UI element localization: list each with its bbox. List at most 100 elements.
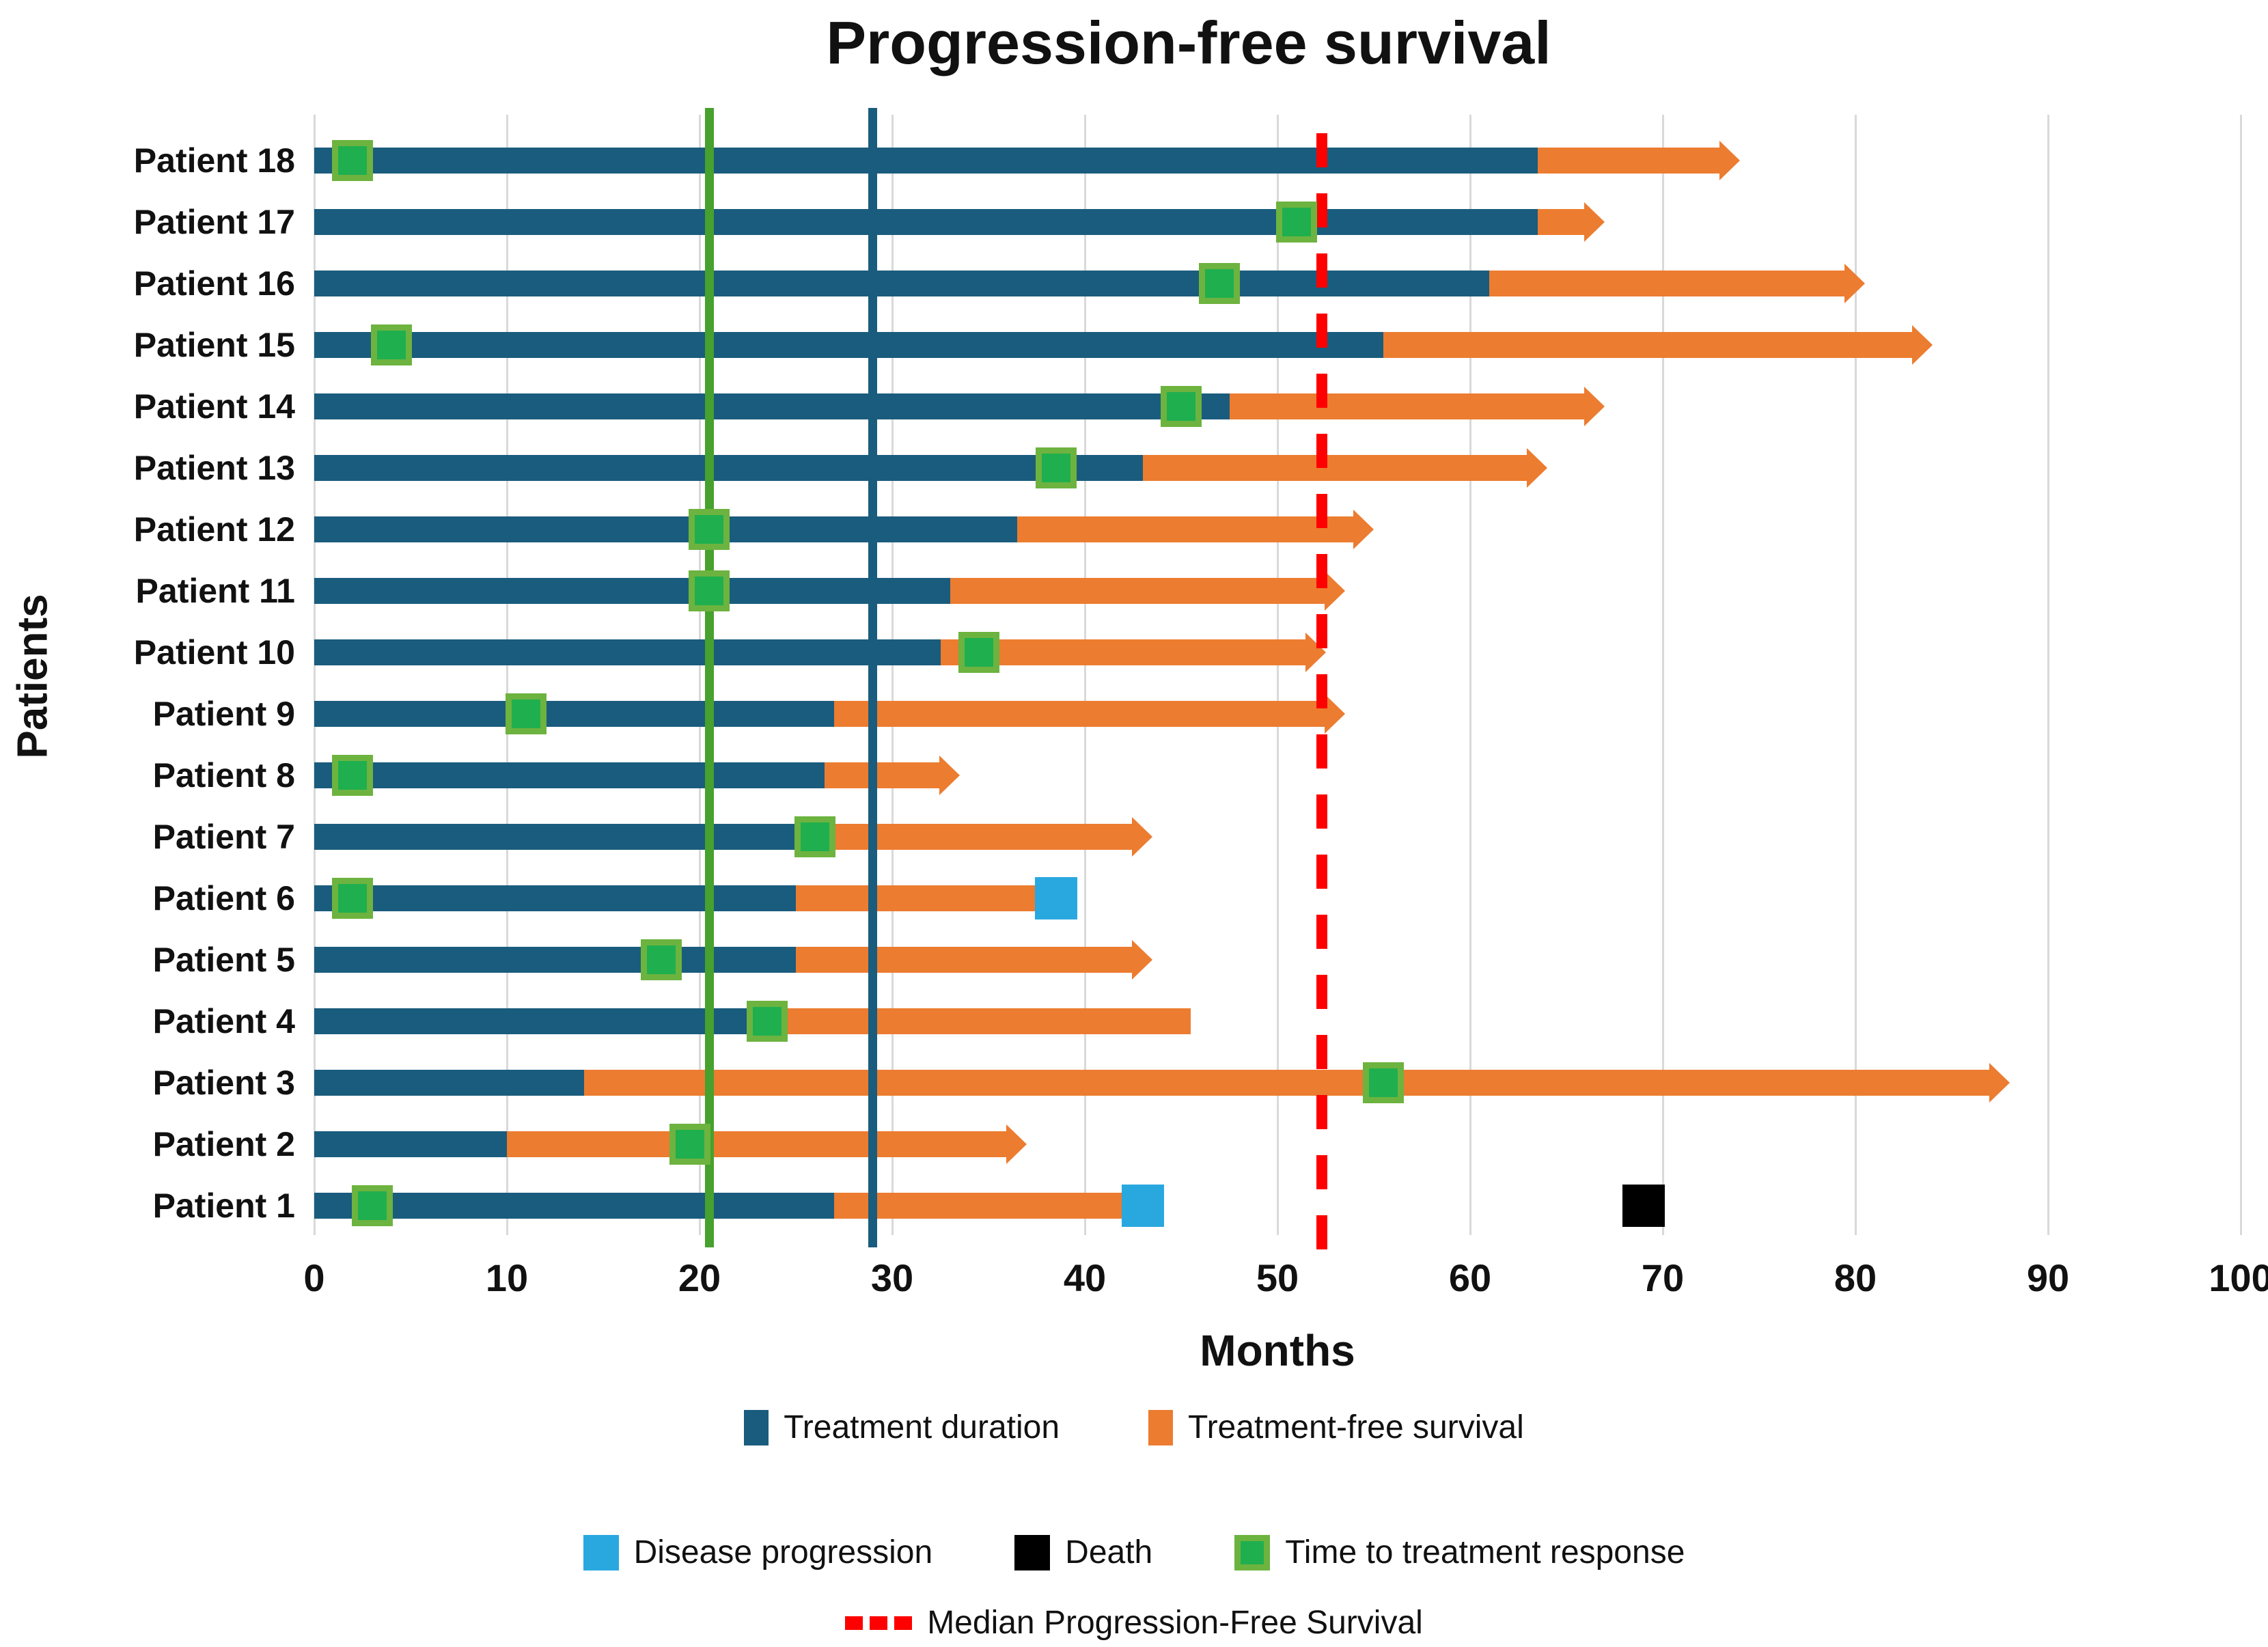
survival-bar [950, 578, 1325, 604]
survival-bar [796, 947, 1132, 973]
ongoing-arrow-icon [1844, 264, 1866, 303]
survival-bar [834, 1193, 1133, 1219]
y-category-label: Patient 12 [133, 510, 295, 549]
y-category-label: Patient 6 [152, 879, 295, 917]
response-marker-icon [351, 1185, 393, 1226]
treatment-bar [314, 578, 950, 604]
x-tick-label: 100 [2209, 1256, 2268, 1299]
gridline [1276, 115, 1279, 1235]
y-axis-title: Patients [9, 594, 57, 759]
gridline [891, 115, 894, 1235]
gridline [2239, 115, 2242, 1235]
survival-bar [825, 762, 939, 788]
ongoing-arrow-icon [1719, 141, 1740, 180]
treatment-bar [314, 885, 796, 911]
response-marker-icon [332, 755, 374, 796]
response-marker-icon [746, 1001, 788, 1042]
survival-bar [766, 1008, 1191, 1034]
treatment-bar [314, 701, 835, 727]
survival-bar [796, 885, 1037, 911]
survival-bar [1537, 209, 1585, 235]
median-pfs-swatch-icon [845, 1616, 913, 1630]
chart-title: Progression-free survival [826, 9, 1551, 77]
x-tick-label: 60 [1448, 1256, 1492, 1299]
ongoing-arrow-icon [1131, 940, 1152, 980]
x-tick-label: 90 [2026, 1256, 2070, 1299]
progression-marker-icon [1034, 877, 1077, 919]
legend-item-treatment-duration: Treatment duration [744, 1409, 1060, 1446]
y-category-label: Patient 4 [152, 1002, 295, 1040]
x-tick-label: 40 [1063, 1256, 1107, 1299]
y-category-label: Patient 2 [152, 1125, 295, 1163]
death-swatch-icon [1014, 1534, 1051, 1570]
treatment-bar [314, 1070, 584, 1096]
legend-item-disease-progression: Disease progression [583, 1534, 933, 1571]
x-tick-label: 10 [485, 1256, 529, 1299]
y-category-label: Patient 11 [135, 572, 295, 610]
legend-item-death: Death [1014, 1534, 1152, 1571]
treatment-bar [314, 332, 1384, 358]
legend-row-bars: Treatment duration Treatment-free surviv… [0, 1409, 2268, 1446]
response-marker-icon [1035, 447, 1077, 488]
response-marker-icon [640, 939, 682, 980]
y-category-label: Patient 10 [133, 633, 295, 672]
survival-bar [507, 1131, 1007, 1157]
survival-bar [834, 701, 1325, 727]
gridline [1083, 115, 1086, 1235]
x-tick-label: 80 [1834, 1256, 1877, 1299]
survival-bar [1017, 516, 1353, 542]
ongoing-arrow-icon [1584, 202, 1605, 242]
teal-reference-line [868, 108, 878, 1247]
x-axis-title: Months [1200, 1326, 1355, 1375]
treatment-bar [314, 1008, 767, 1034]
disease-progression-swatch-icon [583, 1534, 619, 1570]
treatment-bar [314, 393, 1230, 419]
ongoing-arrow-icon [1324, 571, 1345, 611]
legend-item-time-to-response: Time to treatment response [1234, 1534, 1685, 1571]
treatment-bar [314, 455, 1143, 481]
gridline [313, 115, 316, 1235]
gridline [1661, 115, 1664, 1235]
treatment-bar [314, 1131, 507, 1157]
progression-marker-icon [1121, 1185, 1164, 1227]
treatment-bar [314, 1193, 835, 1219]
death-marker-icon [1622, 1185, 1665, 1227]
treatment-bar [314, 762, 825, 788]
survival-bar [1229, 393, 1585, 419]
gridline [698, 115, 701, 1235]
response-marker-icon [794, 816, 836, 857]
treatment-bar [314, 947, 796, 973]
legend-label: Treatment duration [784, 1409, 1060, 1445]
response-marker-icon [370, 324, 412, 365]
survival-bar [1489, 271, 1845, 296]
response-marker-icon [332, 878, 374, 919]
legend-row-markers: Disease progression Death Time to treatm… [0, 1534, 2268, 1571]
y-category-label: Patient 5 [152, 941, 295, 979]
ongoing-arrow-icon [1584, 387, 1605, 426]
ongoing-arrow-icon [1006, 1124, 1027, 1164]
treatment-bar [314, 271, 1490, 296]
x-tick-label: 70 [1641, 1256, 1685, 1299]
survival-bar [940, 639, 1305, 665]
response-marker-icon [689, 509, 730, 550]
treatment-free-survival-swatch-icon [1148, 1409, 1174, 1445]
legend-label: Treatment-free survival [1188, 1409, 1524, 1445]
y-category-label: Patient 8 [152, 756, 295, 794]
legend-label: Death [1065, 1534, 1153, 1570]
x-tick-label: 20 [678, 1256, 721, 1299]
gridline [506, 115, 508, 1235]
ongoing-arrow-icon [1324, 694, 1345, 734]
response-marker-icon [1276, 202, 1318, 243]
x-tick-label: 0 [303, 1256, 325, 1299]
ongoing-arrow-icon [1911, 325, 1933, 365]
ongoing-arrow-icon [1353, 510, 1374, 549]
y-category-label: Patient 7 [152, 818, 295, 856]
gridline [1469, 115, 1471, 1235]
legend-label: Disease progression [633, 1534, 933, 1570]
response-marker-icon [669, 1124, 710, 1165]
x-tick-label: 50 [1256, 1256, 1299, 1299]
x-tick-label: 30 [870, 1256, 914, 1299]
treatment-bar [314, 209, 1538, 235]
y-category-label: Patient 13 [133, 449, 295, 487]
response-marker-icon [958, 632, 999, 673]
